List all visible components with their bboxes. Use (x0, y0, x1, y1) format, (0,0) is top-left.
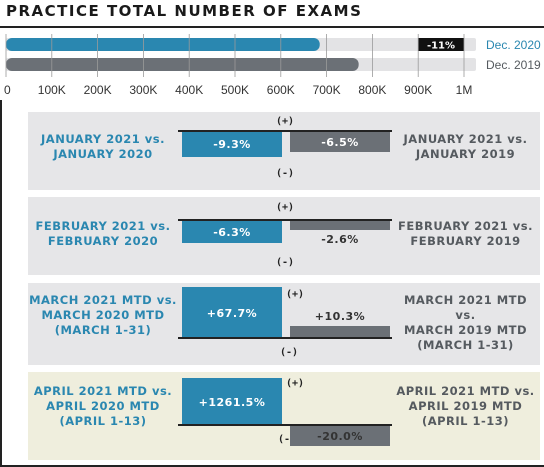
right-comparison-label: MARCH 2021 MTD vs. MARCH 2019 MTD (MARCH… (403, 293, 528, 352)
change-annotation-box (418, 38, 464, 51)
comparison-panel-january: JANUARY 2021 vs. JANUARY 2020 JANUARY 20… (28, 112, 540, 190)
minus-sign: (-) (278, 434, 297, 445)
data-label-vs-2020: +1261.5% (198, 396, 266, 409)
bar-vs-2019 (290, 221, 390, 230)
data-label-vs-2019: -2.6% (321, 233, 359, 246)
minus-sign: (-) (276, 168, 295, 179)
minus-sign: (-) (280, 347, 299, 358)
data-label-vs-2019: -20.0% (317, 430, 363, 443)
bar-vs-2020 (182, 132, 282, 157)
tick-label: 600K (267, 83, 295, 97)
bar-dec-2019 (6, 58, 359, 71)
tick-label: 200K (84, 83, 112, 97)
chart-title: PRACTICE TOTAL NUMBER OF EXAMS (6, 2, 363, 20)
data-label-vs-2020: -9.3% (213, 138, 251, 151)
minus-sign: (-) (276, 257, 295, 268)
bar-vs-2020 (182, 287, 282, 337)
data-label-vs-2019: -6.5% (321, 136, 359, 149)
category-label-1: Dec. 2020 (486, 38, 541, 52)
right-comparison-label: JANUARY 2021 vs. JANUARY 2019 (403, 132, 528, 161)
bar-vs-2019 (290, 326, 390, 337)
tick-label: 400K (175, 83, 203, 97)
plus-sign: (+) (276, 116, 295, 127)
zero-line (178, 337, 392, 339)
zero-line (178, 130, 392, 132)
left-comparison-label: JANUARY 2021 vs. JANUARY 2020 (41, 132, 165, 161)
zero-line (178, 424, 392, 426)
bar-vs-2020 (182, 378, 282, 424)
category-label-2: Dec. 2019 (486, 58, 541, 72)
frame-left-rule (0, 100, 2, 467)
zero-line (178, 219, 392, 221)
title-divider (0, 26, 544, 28)
plus-sign: (+) (286, 378, 305, 389)
data-label-vs-2020: +67.7% (206, 307, 258, 320)
tick-label: 1M (456, 83, 473, 97)
change-annotation-label: -11% (427, 41, 455, 52)
frame-bottom-rule (0, 465, 544, 467)
tick-label: 0 (4, 83, 11, 97)
comparison-panel-april: APRIL 2021 MTD vs. APRIL 2020 MTD (APRIL… (28, 372, 540, 460)
bar-dec-2020 (6, 38, 320, 51)
bar-vs-2019 (290, 132, 390, 152)
tick-label: 100K (38, 83, 66, 97)
plus-sign: (+) (286, 289, 305, 300)
left-comparison-label: MARCH 2021 MTD vs. MARCH 2020 MTD (MARCH… (29, 293, 177, 337)
tick-label: 900K (404, 83, 432, 97)
tick-label: 300K (129, 83, 157, 97)
exams-bar-chart: -11% Dec. 2020 Dec. 2019 0 100K 200K 300K 400K 5… (4, 34, 541, 97)
left-comparison-label: FEBRUARY 2021 vs. FEBRUARY 2020 (35, 219, 171, 248)
right-comparison-label: FEBRUARY 2021 vs. FEBRUARY 2019 (398, 219, 533, 248)
comparison-panel-february: FEBRUARY 2021 vs. FEBRUARY 2020 FEBRUARY… (28, 197, 540, 275)
bar-vs-2019 (290, 426, 390, 446)
data-label-vs-2019: +10.3% (314, 310, 366, 323)
tick-label: 500K (221, 83, 249, 97)
tick-label: 800K (358, 83, 386, 97)
comparison-panel-march: MARCH 2021 MTD vs. MARCH 2020 MTD (MARCH… (28, 283, 540, 365)
tick-label: 700K (313, 83, 341, 97)
bar-vs-2020 (182, 221, 282, 243)
right-comparison-label: APRIL 2021 MTD vs. APRIL 2019 MTD (APRIL… (396, 384, 535, 428)
left-comparison-label: APRIL 2021 MTD vs. APRIL 2020 MTD (APRIL… (33, 384, 173, 428)
plus-sign: (+) (276, 202, 295, 213)
data-label-vs-2020: -6.3% (213, 226, 251, 239)
